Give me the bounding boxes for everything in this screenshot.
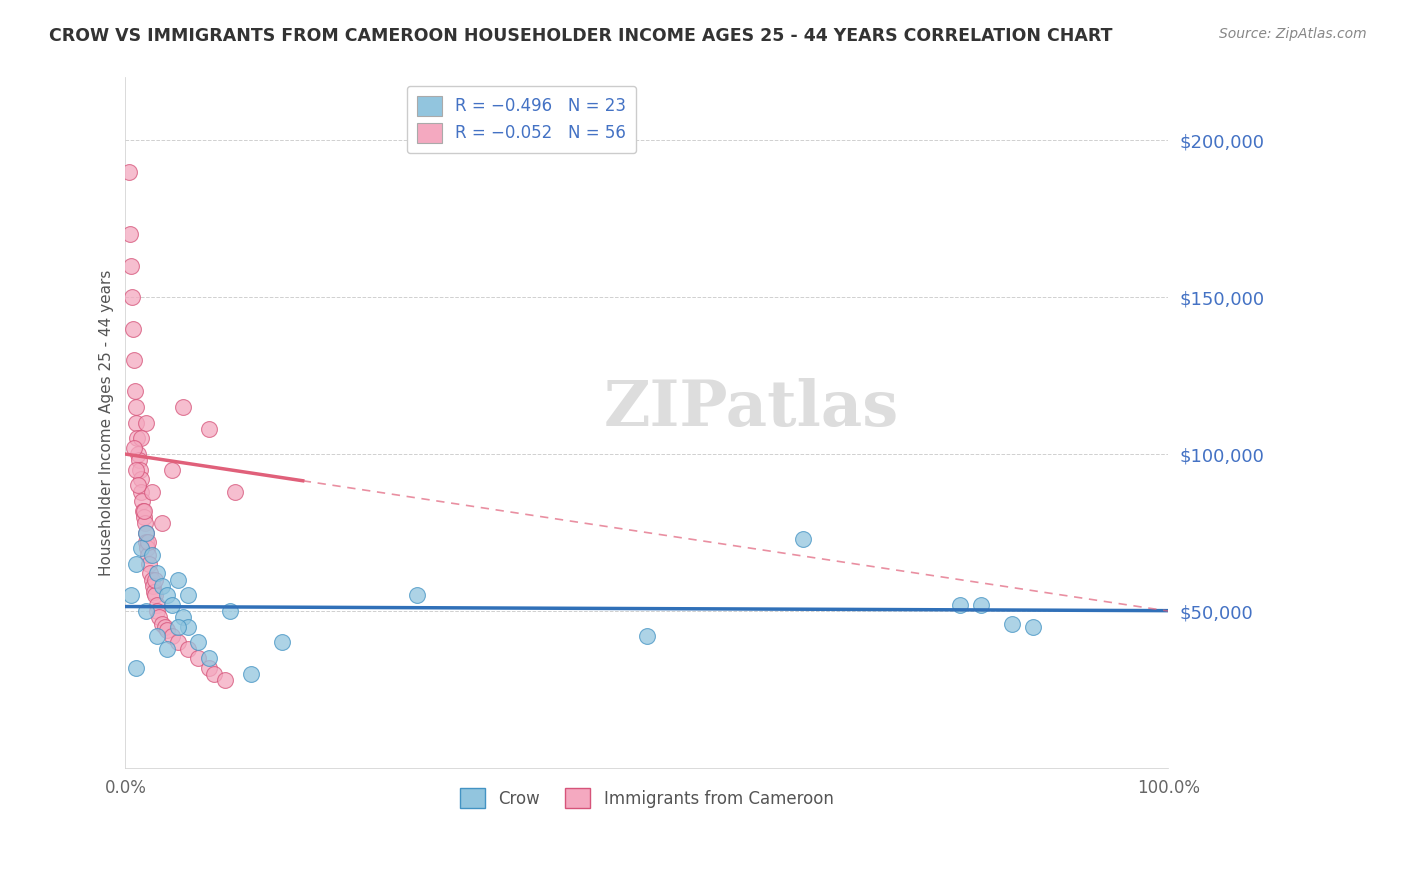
- Point: [177, 588, 200, 602]
- Point: [138, 557, 160, 571]
- Point: [135, 604, 157, 618]
- Point: [129, 541, 152, 556]
- Point: [162, 463, 184, 477]
- Point: [124, 384, 146, 399]
- Point: [166, 635, 188, 649]
- Point: [156, 588, 179, 602]
- Point: [145, 598, 167, 612]
- Point: [125, 463, 148, 477]
- Point: [202, 666, 225, 681]
- Point: [141, 484, 163, 499]
- Point: [148, 610, 170, 624]
- Point: [1021, 620, 1043, 634]
- Point: [145, 566, 167, 581]
- Point: [145, 604, 167, 618]
- Point: [142, 585, 165, 599]
- Legend: Crow, Immigrants from Cameroon: Crow, Immigrants from Cameroon: [454, 781, 841, 815]
- Point: [136, 541, 159, 556]
- Point: [949, 598, 972, 612]
- Point: [143, 573, 166, 587]
- Point: [150, 516, 173, 530]
- Point: [270, 635, 292, 649]
- Point: [129, 472, 152, 486]
- Point: [141, 573, 163, 587]
- Point: [142, 579, 165, 593]
- Point: [135, 535, 157, 549]
- Point: [141, 548, 163, 562]
- Point: [214, 673, 236, 687]
- Point: [636, 629, 658, 643]
- Point: [162, 629, 184, 643]
- Point: [156, 641, 179, 656]
- Point: [406, 588, 429, 602]
- Point: [156, 623, 179, 637]
- Point: [162, 598, 184, 612]
- Text: CROW VS IMMIGRANTS FROM CAMEROON HOUSEHOLDER INCOME AGES 25 - 44 YEARS CORRELATI: CROW VS IMMIGRANTS FROM CAMEROON HOUSEHO…: [49, 27, 1112, 45]
- Point: [125, 660, 148, 674]
- Point: [131, 494, 153, 508]
- Point: [129, 463, 152, 477]
- Point: [172, 400, 194, 414]
- Point: [145, 629, 167, 643]
- Point: [177, 641, 200, 656]
- Point: [187, 635, 209, 649]
- Point: [134, 503, 156, 517]
- Point: [138, 548, 160, 562]
- Point: [129, 484, 152, 499]
- Point: [125, 400, 148, 414]
- Point: [172, 610, 194, 624]
- Point: [153, 620, 176, 634]
- Point: [218, 604, 240, 618]
- Point: [198, 422, 221, 436]
- Point: [969, 598, 991, 612]
- Point: [135, 525, 157, 540]
- Point: [150, 579, 173, 593]
- Text: Source: ZipAtlas.com: Source: ZipAtlas.com: [1219, 27, 1367, 41]
- Point: [117, 164, 139, 178]
- Point: [135, 525, 157, 540]
- Point: [198, 660, 221, 674]
- Point: [128, 453, 150, 467]
- Point: [127, 447, 149, 461]
- Point: [166, 620, 188, 634]
- Point: [139, 566, 162, 581]
- Point: [177, 620, 200, 634]
- Point: [134, 509, 156, 524]
- Point: [127, 478, 149, 492]
- Point: [143, 588, 166, 602]
- Point: [239, 666, 262, 681]
- Point: [224, 484, 246, 499]
- Point: [118, 227, 141, 242]
- Point: [125, 557, 148, 571]
- Point: [125, 416, 148, 430]
- Point: [121, 290, 143, 304]
- Point: [122, 352, 145, 367]
- Text: ZIPatlas: ZIPatlas: [603, 378, 898, 440]
- Point: [120, 588, 142, 602]
- Point: [187, 651, 209, 665]
- Point: [132, 503, 155, 517]
- Point: [121, 321, 143, 335]
- Point: [198, 651, 221, 665]
- Point: [792, 532, 814, 546]
- Point: [1001, 616, 1024, 631]
- Point: [135, 416, 157, 430]
- Point: [129, 431, 152, 445]
- Point: [122, 441, 145, 455]
- Point: [125, 431, 148, 445]
- Y-axis label: Householder Income Ages 25 - 44 years: Householder Income Ages 25 - 44 years: [100, 269, 114, 576]
- Point: [120, 259, 142, 273]
- Point: [138, 535, 160, 549]
- Point: [166, 573, 188, 587]
- Point: [134, 516, 156, 530]
- Point: [150, 616, 173, 631]
